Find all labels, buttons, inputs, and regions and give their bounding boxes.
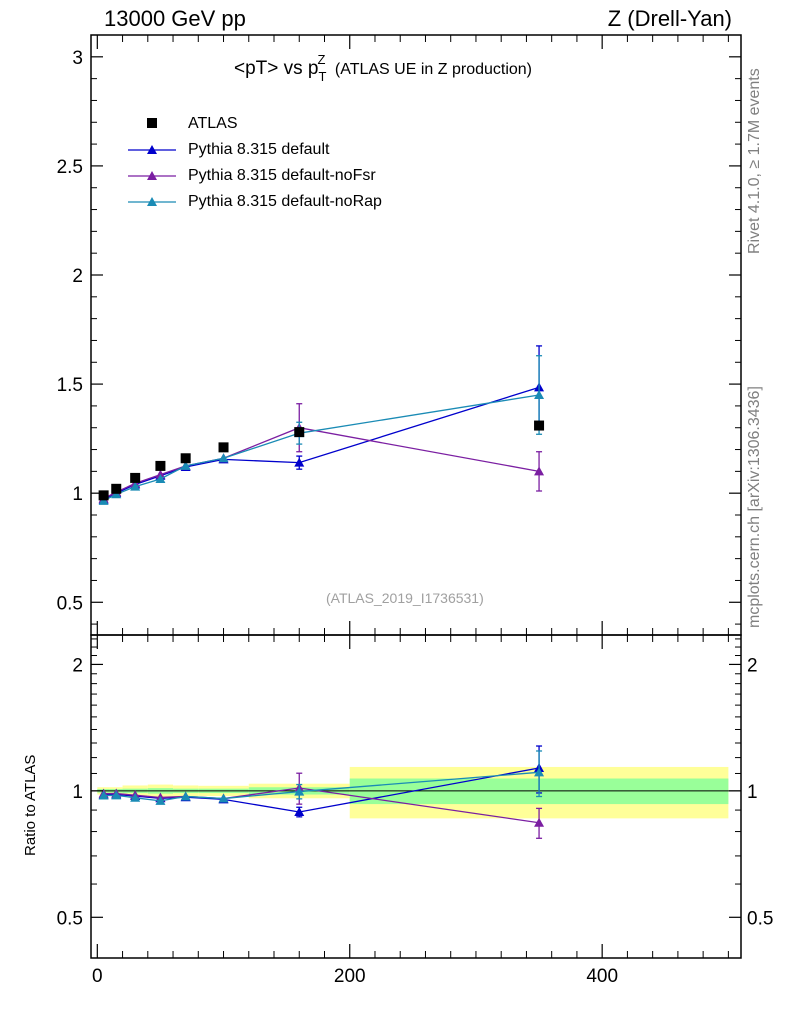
legend-marker-2 bbox=[147, 171, 157, 180]
plot-title-tail: (ATLAS UE in Z production) bbox=[330, 61, 533, 78]
side-label-mcplots: mcplots.cern.ch [arXiv:1306.3436] bbox=[746, 386, 763, 628]
atlas-data-point-3 bbox=[155, 460, 166, 471]
plot-title-sub: T bbox=[318, 69, 327, 84]
legend-marker-3 bbox=[147, 197, 157, 206]
xtick-label-1: 200 bbox=[334, 966, 366, 987]
atlas-data-point-6 bbox=[294, 427, 305, 438]
atlas-data-point-7 bbox=[534, 420, 545, 431]
main-point-2-4 bbox=[180, 460, 191, 470]
main-ytick-label-5: 3 bbox=[72, 48, 83, 69]
ratio-series-group bbox=[98, 745, 545, 839]
legend-label-nofsr: Pythia 8.315 default-noFsr bbox=[188, 167, 376, 184]
legend-markers bbox=[128, 118, 176, 206]
side-label-rivet: Rivet 4.1.0, ≥ 1.7M events bbox=[746, 68, 763, 254]
ratio-ytick-label-l-2: 2 bbox=[72, 655, 83, 676]
ratio-point-2-6 bbox=[294, 786, 305, 796]
legend-label-norap: Pythia 8.315 default-noRap bbox=[188, 193, 382, 210]
header-collision-energy: 13000 GeV pp bbox=[104, 6, 246, 31]
atlas-data-point-1 bbox=[111, 483, 122, 494]
main-point-2-3 bbox=[155, 474, 166, 483]
main-ytick-label-1: 1 bbox=[72, 484, 83, 505]
ratio-ytick-label-r-0: 0.5 bbox=[747, 908, 773, 929]
plot-title-main: <pT> vs p bbox=[234, 58, 319, 79]
legend-marker-atlas bbox=[147, 118, 157, 128]
atlas-data-point-2 bbox=[130, 472, 141, 483]
ratio-line-2 bbox=[103, 771, 540, 802]
ratio-ytick-label-r-2: 2 bbox=[747, 655, 758, 676]
main-ytick-label-2: 1.5 bbox=[57, 375, 83, 396]
ratio-point-2-7 bbox=[534, 767, 545, 777]
legend-marker-1 bbox=[147, 145, 157, 154]
ratio-point-2-1 bbox=[111, 790, 122, 800]
main-point-2-2 bbox=[130, 481, 141, 491]
ratio-point-1-7 bbox=[534, 817, 545, 827]
ratio-y-axis-label: Ratio to ATLAS bbox=[22, 754, 39, 856]
main-ytick-label-0: 0.5 bbox=[57, 593, 83, 614]
ratio-ytick-label-r-1: 1 bbox=[747, 782, 758, 803]
plot-title-sup: Z bbox=[317, 52, 326, 67]
main-line-2 bbox=[103, 394, 540, 502]
xtick-label-2: 400 bbox=[586, 966, 618, 987]
legend-label-atlas: ATLAS bbox=[188, 115, 238, 132]
ratio-point-0-6 bbox=[294, 806, 305, 816]
main-line-0 bbox=[103, 386, 540, 501]
main-ytick-label-3: 2 bbox=[72, 266, 83, 287]
atlas-data-point-4 bbox=[180, 453, 191, 464]
ratio-ytick-label-l-1: 1 bbox=[72, 782, 83, 803]
plot-title: <pT> vs pT Z (ATLAS UE in Z production) bbox=[234, 52, 533, 84]
ratio-panel-frame bbox=[90, 634, 742, 959]
xtick-label-0: 0 bbox=[92, 966, 103, 987]
axes-group: 0.5 1 1.5 2 2.5 3 0.5 0.5 1 1 2 2 0 200 400 bbox=[57, 34, 773, 987]
main-line-1 bbox=[103, 427, 540, 500]
atlas-data-point-5 bbox=[218, 442, 229, 453]
ratio-point-2-4 bbox=[180, 791, 191, 801]
main-point-2-7 bbox=[534, 390, 545, 399]
main-point-1-7 bbox=[534, 466, 545, 476]
ratio-point-2-2 bbox=[130, 792, 141, 802]
ratio-ytick-label-l-0: 0.5 bbox=[57, 908, 83, 929]
main-point-2-5 bbox=[218, 453, 229, 463]
ratio-line-1 bbox=[103, 787, 540, 824]
ratio-point-2-3 bbox=[155, 795, 166, 805]
main-ytick-label-4: 2.5 bbox=[57, 157, 83, 178]
header-process: Z (Drell-Yan) bbox=[607, 6, 732, 31]
ratio-point-2-5 bbox=[218, 793, 229, 803]
main-series-group bbox=[98, 345, 545, 505]
main-point-0-6 bbox=[294, 457, 305, 467]
ratio-uncertainty-bands bbox=[97, 766, 729, 819]
ratio-point-2-0 bbox=[98, 790, 109, 800]
atlas-data-point-0 bbox=[98, 490, 109, 501]
analysis-tag: (ATLAS_2019_I1736531) bbox=[326, 590, 484, 606]
legend-label-default: Pythia 8.315 default bbox=[188, 141, 330, 158]
